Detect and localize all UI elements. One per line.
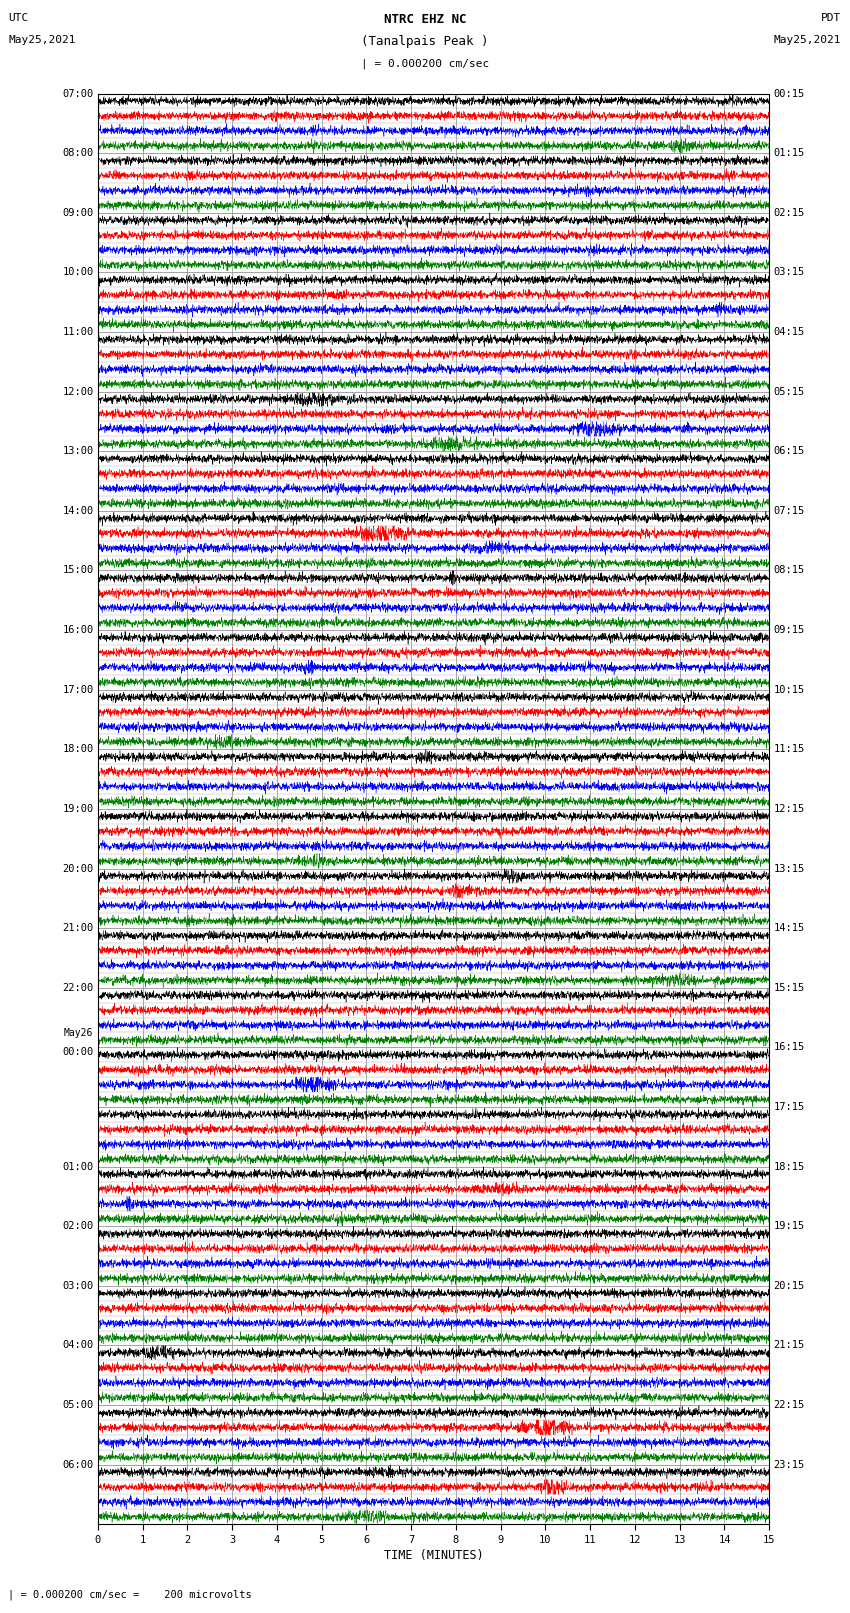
Text: 12:15: 12:15 (774, 803, 805, 815)
Text: 11:15: 11:15 (774, 744, 805, 755)
Text: 10:00: 10:00 (62, 268, 94, 277)
Text: 05:15: 05:15 (774, 387, 805, 397)
Text: 08:00: 08:00 (62, 148, 94, 158)
Text: 02:15: 02:15 (774, 208, 805, 218)
Text: 17:15: 17:15 (774, 1102, 805, 1111)
Text: 06:00: 06:00 (62, 1460, 94, 1469)
Text: | = 0.000200 cm/sec: | = 0.000200 cm/sec (361, 58, 489, 69)
Text: UTC: UTC (8, 13, 29, 23)
Text: 11:00: 11:00 (62, 327, 94, 337)
Text: PDT: PDT (821, 13, 842, 23)
Text: 14:00: 14:00 (62, 506, 94, 516)
Text: 20:15: 20:15 (774, 1281, 805, 1290)
Text: 19:15: 19:15 (774, 1221, 805, 1231)
Text: 13:00: 13:00 (62, 447, 94, 456)
Text: 21:15: 21:15 (774, 1340, 805, 1350)
Text: 16:15: 16:15 (774, 1042, 805, 1052)
Text: 23:15: 23:15 (774, 1460, 805, 1469)
X-axis label: TIME (MINUTES): TIME (MINUTES) (383, 1548, 484, 1561)
Text: 18:15: 18:15 (774, 1161, 805, 1171)
Text: May25,2021: May25,2021 (8, 35, 76, 45)
Text: | = 0.000200 cm/sec =    200 microvolts: | = 0.000200 cm/sec = 200 microvolts (8, 1589, 252, 1600)
Text: 09:15: 09:15 (774, 626, 805, 636)
Text: 04:00: 04:00 (62, 1340, 94, 1350)
Text: 14:15: 14:15 (774, 923, 805, 934)
Text: 15:15: 15:15 (774, 982, 805, 992)
Text: 22:00: 22:00 (62, 982, 94, 992)
Text: 07:00: 07:00 (62, 89, 94, 98)
Text: 07:15: 07:15 (774, 506, 805, 516)
Text: 03:00: 03:00 (62, 1281, 94, 1290)
Text: 01:00: 01:00 (62, 1161, 94, 1171)
Text: May25,2021: May25,2021 (774, 35, 842, 45)
Text: 00:00: 00:00 (62, 1047, 94, 1058)
Text: 03:15: 03:15 (774, 268, 805, 277)
Text: 21:00: 21:00 (62, 923, 94, 934)
Text: 01:15: 01:15 (774, 148, 805, 158)
Text: 05:00: 05:00 (62, 1400, 94, 1410)
Text: 12:00: 12:00 (62, 387, 94, 397)
Text: 08:15: 08:15 (774, 566, 805, 576)
Text: 16:00: 16:00 (62, 626, 94, 636)
Text: 20:00: 20:00 (62, 863, 94, 874)
Text: 00:15: 00:15 (774, 89, 805, 98)
Text: May26: May26 (64, 1027, 94, 1037)
Text: 19:00: 19:00 (62, 803, 94, 815)
Text: 15:00: 15:00 (62, 566, 94, 576)
Text: 09:00: 09:00 (62, 208, 94, 218)
Text: 10:15: 10:15 (774, 684, 805, 695)
Text: 22:15: 22:15 (774, 1400, 805, 1410)
Text: 04:15: 04:15 (774, 327, 805, 337)
Text: (Tanalpais Peak ): (Tanalpais Peak ) (361, 35, 489, 48)
Text: NTRC EHZ NC: NTRC EHZ NC (383, 13, 467, 26)
Text: 18:00: 18:00 (62, 744, 94, 755)
Text: 13:15: 13:15 (774, 863, 805, 874)
Text: 06:15: 06:15 (774, 447, 805, 456)
Text: 17:00: 17:00 (62, 684, 94, 695)
Text: 02:00: 02:00 (62, 1221, 94, 1231)
